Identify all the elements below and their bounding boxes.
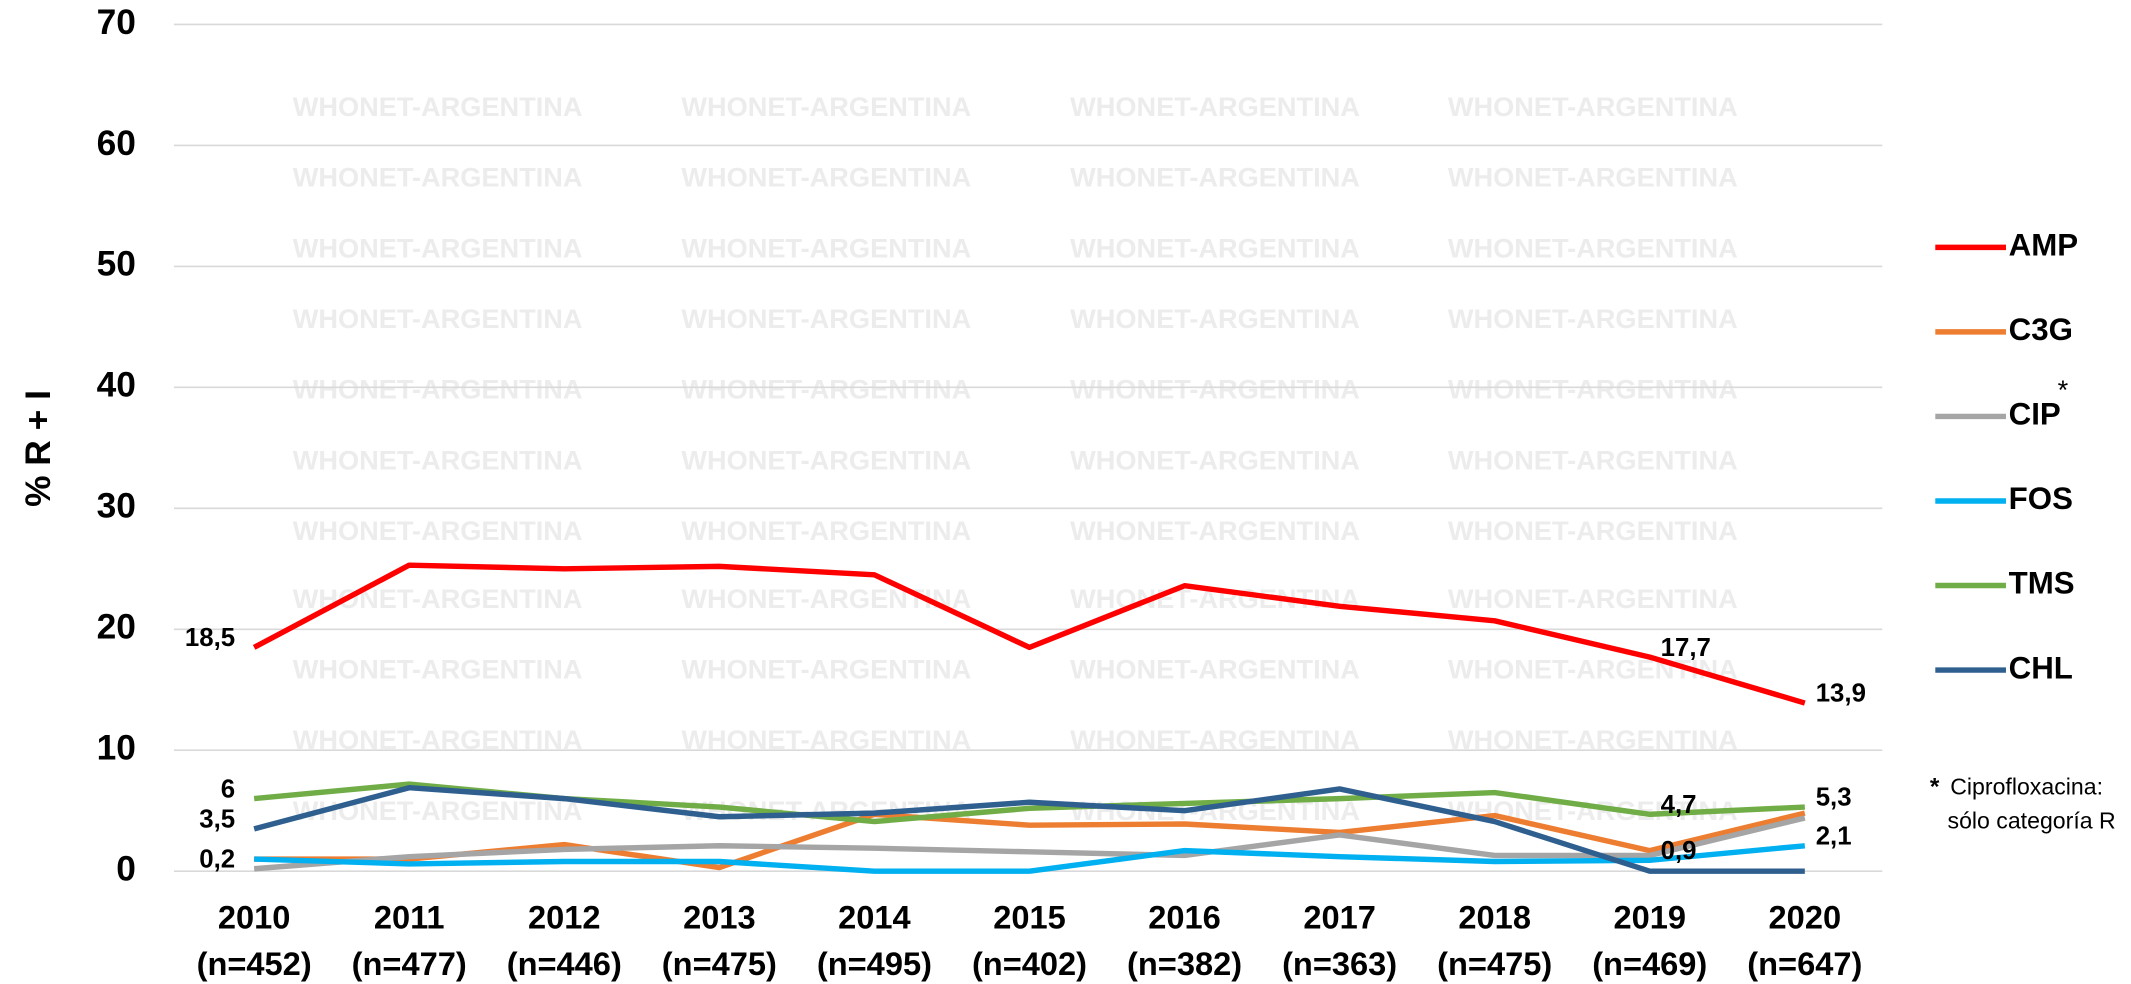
- watermark: WHONET-ARGENTINA: [293, 232, 583, 263]
- data-label: 2,1: [1816, 822, 1852, 850]
- watermark: WHONET-ARGENTINA: [681, 303, 971, 334]
- x-tick-label: 2013: [683, 899, 756, 936]
- watermark: WHONET-ARGENTINA: [1070, 303, 1360, 334]
- series-line: [253, 784, 1805, 874]
- watermark: WHONET-ARGENTINA: [1070, 162, 1360, 193]
- watermark: WHONET-ARGENTINA: [1070, 374, 1360, 405]
- watermark: WHONET-ARGENTINA: [681, 444, 971, 475]
- data-label: 13,9: [1816, 680, 1866, 708]
- x-tick-label: 2019: [1613, 899, 1686, 936]
- watermark: WHONET-ARGENTINA: [293, 795, 583, 826]
- watermark: WHONET-ARGENTINA: [1448, 374, 1738, 405]
- series-line: [252, 562, 1806, 706]
- x-tick-label: 2015: [993, 899, 1066, 936]
- watermark: WHONET-ARGENTINA: [1070, 515, 1360, 546]
- x-tick-sublabel: (n=475): [662, 945, 777, 982]
- watermark: WHONET-ARGENTINA: [293, 374, 583, 405]
- x-tick-sublabel: (n=382): [1127, 945, 1242, 982]
- x-tick-label: 2020: [1769, 899, 1842, 936]
- x-tick-sublabel: (n=469): [1592, 945, 1707, 982]
- watermark: WHONET-ARGENTINA: [1448, 162, 1738, 193]
- data-label: 4,7: [1661, 791, 1697, 819]
- y-tick-label: 40: [97, 366, 136, 405]
- y-tick-label: 30: [97, 487, 136, 526]
- legend-label: CIP: [2009, 397, 2061, 432]
- watermark: WHONET-ARGENTINA: [681, 162, 971, 193]
- watermark: WHONET-ARGENTINA: [1448, 91, 1738, 122]
- x-tick-label: 2010: [218, 899, 291, 936]
- x-tick-sublabel: (n=402): [972, 945, 1087, 982]
- watermark: WHONET-ARGENTINA: [681, 654, 971, 685]
- y-tick-label: 60: [97, 124, 136, 163]
- watermark: WHONET-ARGENTINA: [293, 583, 583, 614]
- watermark: WHONET-ARGENTINA: [681, 232, 971, 263]
- data-label: 0,9: [1661, 837, 1697, 865]
- watermark: WHONET-ARGENTINA: [1448, 444, 1738, 475]
- series-line: [253, 815, 1806, 872]
- watermark: WHONET-ARGENTINA: [1070, 654, 1360, 685]
- data-label: 0,2: [199, 845, 235, 873]
- watermark: WHONET-ARGENTINA: [1070, 232, 1360, 263]
- x-tick-label: 2017: [1303, 899, 1376, 936]
- watermark: WHONET-ARGENTINA: [1448, 232, 1738, 263]
- series-line: [254, 843, 1806, 874]
- watermark: WHONET-ARGENTINA: [293, 444, 583, 475]
- watermark: WHONET-ARGENTINA: [1070, 91, 1360, 122]
- x-tick-sublabel: (n=477): [352, 945, 467, 982]
- data-label: 3,5: [199, 806, 235, 834]
- x-tick-label: 2014: [838, 899, 911, 936]
- watermark: WHONET-ARGENTINA: [1070, 444, 1360, 475]
- x-tick-label: 2012: [528, 899, 601, 936]
- y-tick-label: 20: [97, 608, 136, 647]
- x-tick-sublabel: (n=363): [1282, 945, 1397, 982]
- watermark: WHONET-ARGENTINA: [293, 162, 583, 193]
- x-tick-label: 2011: [374, 899, 445, 936]
- data-label: 6: [221, 775, 235, 803]
- data-label: 17,7: [1661, 634, 1711, 662]
- x-tick-sublabel: (n=475): [1437, 945, 1552, 982]
- legend-label: CHL: [2009, 650, 2073, 685]
- watermark: WHONET-ARGENTINA: [293, 654, 583, 685]
- footnote-marker: *: [1930, 774, 1940, 801]
- data-label: 18,5: [185, 624, 235, 652]
- x-tick-label: 2016: [1148, 899, 1221, 936]
- legend-label: TMS: [2009, 566, 2075, 601]
- footnote: sólo categoría R: [1948, 807, 2116, 833]
- watermark: WHONET-ARGENTINA: [293, 303, 583, 334]
- x-tick-sublabel: (n=647): [1747, 945, 1862, 982]
- y-tick-label: 70: [97, 3, 136, 42]
- watermark: WHONET-ARGENTINA: [681, 515, 971, 546]
- y-tick-label: 10: [97, 729, 136, 768]
- watermark: WHONET-ARGENTINA: [681, 374, 971, 405]
- y-tick-label: 0: [116, 850, 136, 889]
- legend-label: C3G: [2009, 312, 2073, 347]
- legend-label: AMP: [2009, 228, 2078, 263]
- watermark: WHONET-ARGENTINA: [1448, 515, 1738, 546]
- legend-note: *: [2058, 374, 2069, 405]
- watermark: WHONET-ARGENTINA: [1448, 583, 1738, 614]
- x-tick-sublabel: (n=452): [197, 945, 312, 982]
- watermark: WHONET-ARGENTINA: [681, 91, 971, 122]
- footnote: Ciprofloxacina:: [1950, 773, 2103, 799]
- x-tick-sublabel: (n=495): [817, 945, 932, 982]
- data-label: 5,3: [1816, 784, 1852, 812]
- y-axis-label: % R + I: [19, 390, 58, 507]
- watermark: WHONET-ARGENTINA: [1448, 303, 1738, 334]
- watermark: WHONET-ARGENTINA: [293, 515, 583, 546]
- watermark: WHONET-ARGENTINA: [293, 91, 583, 122]
- x-tick-label: 2018: [1458, 899, 1531, 936]
- y-tick-label: 50: [97, 245, 136, 284]
- legend-label: FOS: [2009, 481, 2073, 516]
- x-tick-sublabel: (n=446): [507, 945, 622, 982]
